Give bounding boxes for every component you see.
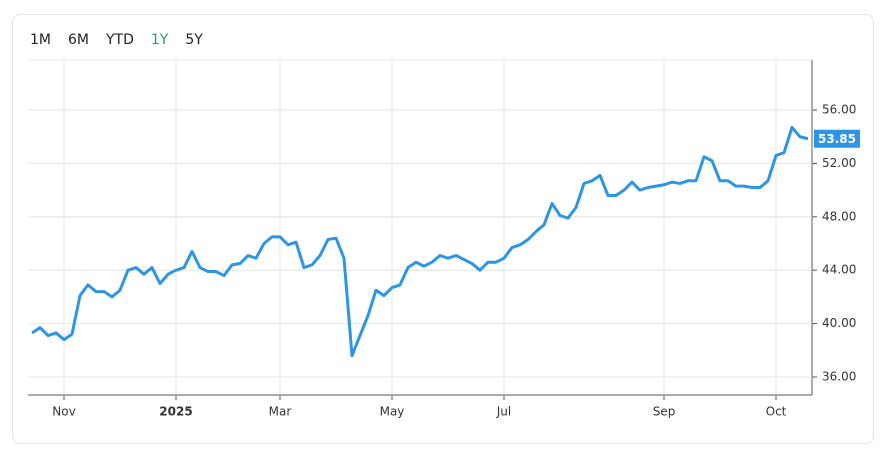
y-tick-label: 48.00	[822, 209, 856, 223]
y-tick-label: 36.00	[822, 369, 856, 383]
y-tick-label: 52.00	[822, 156, 856, 170]
x-tick-label: Jul	[496, 405, 511, 419]
x-tick-label: 2025	[159, 405, 192, 419]
range-button[interactable]: 1M	[30, 32, 51, 48]
last-value-label: 53.85	[818, 132, 856, 146]
range-button[interactable]: 6M	[68, 32, 89, 48]
x-tick-label: May	[380, 405, 405, 419]
range-button[interactable]: 5Y	[185, 32, 203, 48]
y-tick-label: 44.00	[822, 263, 856, 277]
range-bar: 1M 6M YTD 1Y 5Y	[30, 32, 203, 48]
last-value-badge	[814, 129, 860, 148]
card	[12, 14, 874, 444]
x-tick-label: Oct	[766, 405, 787, 419]
x-tick-label: Sep	[653, 405, 676, 419]
price-line	[31, 125, 809, 358]
y-tick-label: 56.00	[822, 103, 856, 117]
range-button[interactable]: YTD	[106, 32, 134, 48]
x-tick-label: Nov	[52, 405, 75, 419]
range-button[interactable]: 1Y	[150, 32, 169, 48]
x-tick-label: Mar	[269, 405, 292, 419]
y-tick-label: 40.00	[822, 316, 856, 330]
